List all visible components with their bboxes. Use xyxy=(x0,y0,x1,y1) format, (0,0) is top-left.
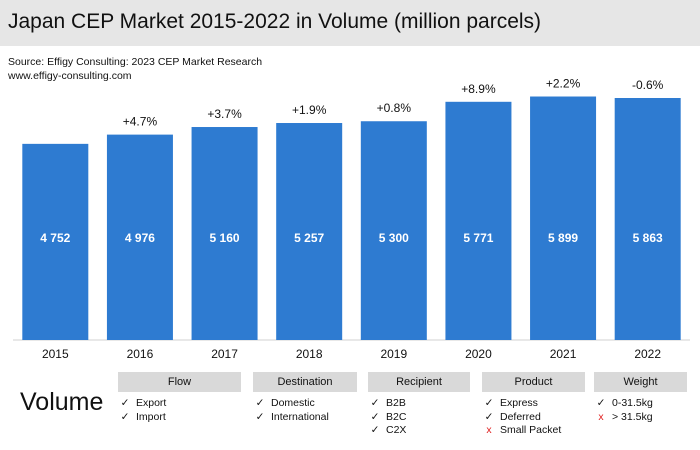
volume-label: Volume xyxy=(20,388,104,416)
category-item-label: 0-31.5kg xyxy=(612,397,653,409)
category-item-label: Express xyxy=(500,397,538,409)
growth-label: +0.8% xyxy=(377,101,412,115)
bar-2021 xyxy=(530,96,597,340)
category-item-label: Deferred xyxy=(500,410,541,423)
category-item: ✓ Deferred xyxy=(482,411,585,425)
category-item-label: B2B xyxy=(386,397,406,409)
title-bar: Japan CEP Market 2015-2022 in Volume (mi… xyxy=(0,0,700,46)
x-tick-label: 2019 xyxy=(380,347,407,361)
value-label: 5 899 xyxy=(548,231,578,245)
value-label: 4 976 xyxy=(125,231,155,245)
category-item: ✓ B2B xyxy=(368,397,470,411)
check-icon: ✓ xyxy=(370,424,380,436)
bar-2019 xyxy=(360,121,427,340)
chart-title: Japan CEP Market 2015-2022 in Volume (mi… xyxy=(8,10,542,33)
category-item-label: Domestic xyxy=(271,397,315,409)
category-item-label: International xyxy=(271,410,329,423)
category-header: Destination xyxy=(253,372,357,392)
category-item-label: C2X xyxy=(386,424,407,436)
x-tick-label: 2018 xyxy=(296,347,323,361)
category-item: ✓ Domestic xyxy=(253,397,357,411)
category-item: ✓ 0-31.5kg xyxy=(594,397,687,411)
category-item: ✓ Import xyxy=(118,411,241,425)
x-tick-label: 2015 xyxy=(42,347,69,361)
category-destination: Destination ✓ Domestic ✓ International xyxy=(253,372,357,424)
category-item-label: Small Packet xyxy=(500,424,562,436)
category-flow: Flow ✓ Export ✓ Import xyxy=(118,372,241,424)
growth-label: +4.7% xyxy=(123,115,158,129)
bar-2018 xyxy=(276,123,343,341)
category-item: ✓ Express xyxy=(482,397,585,411)
x-tick-label: 2021 xyxy=(550,347,577,361)
source-note: Source: Effigy Consulting: 2023 CEP Mark… xyxy=(8,55,262,83)
category-recipient: Recipient ✓ B2B ✓ B2C ✓ C2X xyxy=(368,372,470,438)
category-item: ✓ Export xyxy=(118,397,241,411)
bar-2016 xyxy=(106,134,173,340)
check-icon: ✓ xyxy=(370,410,380,423)
bar-2020 xyxy=(445,101,512,341)
source-line: Source: Effigy Consulting: 2023 CEP Mark… xyxy=(8,56,263,68)
category-item: x > 31.5kg xyxy=(594,411,687,425)
growth-label: -0.6% xyxy=(632,78,664,92)
value-label: 5 300 xyxy=(379,231,409,245)
category-header: Flow xyxy=(118,372,241,392)
value-label: 4 752 xyxy=(40,231,70,245)
category-header: Recipient xyxy=(368,372,470,392)
source-url: www.effigy-consulting.com xyxy=(8,70,132,82)
growth-label: +8.9% xyxy=(461,82,496,96)
category-weight: Weight ✓ 0-31.5kg x > 31.5kg xyxy=(594,372,687,424)
bar-2015 xyxy=(22,143,89,340)
check-icon: ✓ xyxy=(370,397,380,409)
growth-label: +2.2% xyxy=(546,77,581,91)
category-item-label: B2C xyxy=(386,410,407,423)
check-icon: ✓ xyxy=(596,397,606,409)
category-item-label: Import xyxy=(136,410,166,423)
category-product: Product ✓ Express ✓ Deferred x Small Packet xyxy=(482,372,585,438)
value-label: 5 257 xyxy=(294,231,324,245)
category-item: x Small Packet xyxy=(482,424,585,438)
check-icon: ✓ xyxy=(484,397,494,409)
category-header: Product xyxy=(482,372,585,392)
category-item: ✓ B2C xyxy=(368,411,470,425)
check-icon: ✓ xyxy=(255,397,265,409)
x-tick-label: 2020 xyxy=(465,347,492,361)
bar-2017 xyxy=(191,127,258,341)
x-tick-label: 2017 xyxy=(211,347,238,361)
category-item: ✓ C2X xyxy=(368,424,470,438)
value-label: 5 771 xyxy=(463,231,493,245)
value-label: 5 863 xyxy=(633,231,663,245)
value-label: 5 160 xyxy=(210,231,240,245)
check-icon: ✓ xyxy=(120,410,130,423)
category-item-label: > 31.5kg xyxy=(612,410,653,423)
bar-2022 xyxy=(614,98,681,340)
category-item-label: Export xyxy=(136,397,167,409)
check-icon: ✓ xyxy=(484,410,494,423)
cross-icon: x xyxy=(598,410,604,423)
growth-label: +3.7% xyxy=(207,107,242,121)
check-icon: ✓ xyxy=(255,410,265,423)
category-header: Weight xyxy=(594,372,687,392)
x-tick-label: 2016 xyxy=(127,347,154,361)
bar-chart: 4 752 2015 4 976 +4.7% 2016 5 160 +3.7% 2017 5 2… xyxy=(13,77,690,361)
category-item: ✓ International xyxy=(253,411,357,425)
cross-icon: x xyxy=(486,424,492,436)
check-icon: ✓ xyxy=(120,397,130,409)
x-tick-label: 2022 xyxy=(634,347,661,361)
growth-label: +1.9% xyxy=(292,103,327,117)
